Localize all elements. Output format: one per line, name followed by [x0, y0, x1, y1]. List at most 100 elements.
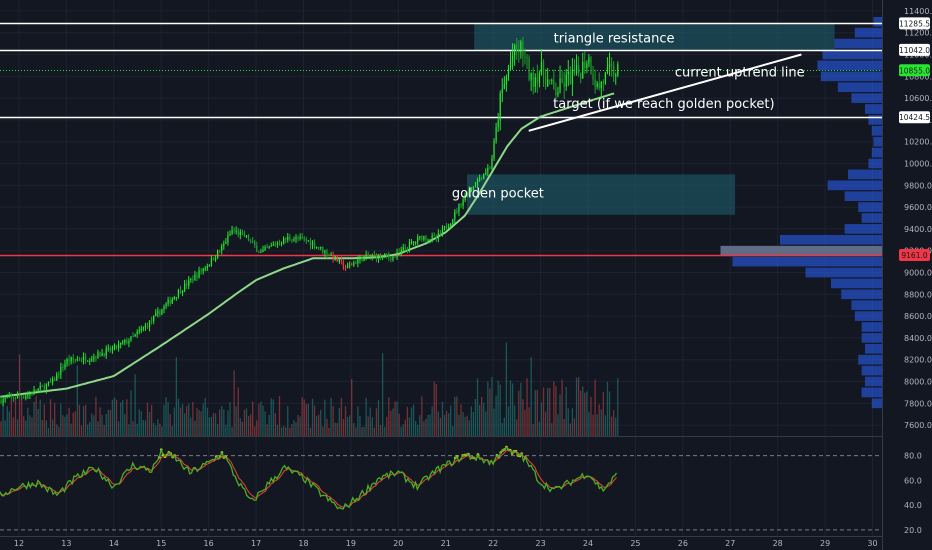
volume-bar	[51, 419, 54, 436]
candle-body	[604, 72, 607, 84]
volume-bar	[386, 416, 388, 436]
candle-body	[386, 254, 388, 257]
volume-bar	[600, 409, 602, 436]
time-axis[interactable]: 12 13 14 15 16 17 18 19 20 21 22 23 24 25 26 27 28 29 30	[14, 539, 878, 548]
volume-bar	[157, 419, 159, 436]
candle-body	[466, 194, 468, 197]
candle-body	[524, 56, 526, 58]
candle-body	[353, 262, 355, 266]
volume-bar	[410, 407, 413, 436]
candle-body	[303, 238, 305, 240]
volume-bar	[74, 411, 76, 436]
candle-body	[107, 347, 109, 349]
volume-profile-bar	[732, 256, 882, 267]
candle-body	[396, 251, 398, 258]
volume-bar	[544, 411, 547, 436]
volume-bar	[493, 408, 495, 436]
volume-bar	[243, 409, 246, 436]
volume-bar	[256, 420, 258, 436]
volume-bar	[25, 420, 27, 436]
candle-body	[260, 251, 262, 253]
volume-bar	[412, 404, 415, 436]
volume-bar	[167, 402, 169, 436]
candle-body	[132, 336, 134, 338]
candle-body	[14, 398, 17, 400]
candle-body	[315, 246, 318, 248]
candle-body	[617, 64, 619, 76]
candle-body	[101, 353, 103, 357]
volume-bar	[338, 407, 340, 436]
annotation-label: golden pocket	[452, 187, 544, 202]
volume-bar	[507, 406, 510, 436]
volume-bar	[499, 384, 501, 436]
horizontal-lines	[0, 22, 882, 257]
volume-bar	[128, 424, 130, 436]
volume-bar	[536, 389, 538, 436]
volume-bar	[567, 408, 569, 436]
volume-bar	[91, 413, 93, 436]
volume-bar	[76, 365, 78, 436]
candle-body	[190, 278, 192, 280]
volume-bar	[355, 427, 357, 436]
volume-bar	[237, 387, 239, 436]
candle-body	[87, 360, 89, 362]
candle-body	[124, 340, 126, 343]
volume-bar	[377, 400, 380, 436]
candle-body	[499, 93, 501, 121]
volume-bar	[476, 378, 479, 436]
volume-profile-bar	[822, 49, 882, 60]
candle-body	[37, 388, 39, 392]
candle-body	[80, 360, 83, 362]
annotation-label: triangle resistance	[554, 32, 675, 47]
volume-bar	[538, 421, 541, 436]
volume-bar	[454, 396, 456, 436]
candle-body	[39, 385, 41, 389]
time-tick-label: 22	[488, 539, 498, 548]
candle-body	[528, 58, 530, 80]
volume-bar	[173, 407, 175, 436]
volume-bar	[394, 401, 396, 436]
candle-body	[25, 396, 27, 398]
time-tick-label: 25	[630, 539, 640, 548]
volume-bar	[363, 426, 365, 436]
volume-bar	[190, 417, 192, 436]
volume-bar	[130, 390, 132, 436]
volume-profile-bar	[844, 191, 882, 202]
candle-body	[18, 395, 21, 397]
volume-bar	[530, 357, 532, 436]
price-tick-label: 10000.0	[904, 160, 932, 169]
candle-body	[157, 311, 159, 314]
volume-bar	[49, 399, 52, 436]
volume-bar	[396, 401, 398, 436]
volume-bar	[604, 415, 607, 436]
volume-bar	[82, 406, 85, 436]
candle-body	[305, 238, 307, 241]
candle-body	[247, 235, 250, 241]
candle-body	[241, 231, 244, 233]
volume-bar	[210, 416, 213, 436]
candle-body	[437, 233, 439, 239]
volume-bar	[522, 399, 524, 436]
candle-body	[109, 347, 111, 351]
volume-bar	[43, 404, 45, 436]
volume-bar	[291, 424, 293, 436]
candle-body	[493, 141, 495, 159]
volume-bar	[35, 396, 37, 436]
candle-body	[49, 381, 52, 383]
volume-bar	[313, 405, 316, 436]
price-axis[interactable]: 11400.011200.011000.010800.010600.010400…	[904, 7, 932, 535]
volume-bar	[254, 426, 256, 436]
candle-body	[29, 393, 31, 395]
candle-body	[23, 396, 25, 398]
annotation-label: current uptrend line	[675, 66, 805, 81]
volume-bar	[39, 399, 41, 436]
candle-body	[351, 264, 353, 266]
candle-body	[214, 257, 217, 261]
volume-bar	[575, 377, 578, 436]
candle-body	[278, 243, 281, 245]
volume-bar	[381, 353, 384, 436]
volume-bar	[225, 424, 227, 436]
volume-bar	[47, 427, 50, 436]
candle-body	[167, 299, 169, 304]
